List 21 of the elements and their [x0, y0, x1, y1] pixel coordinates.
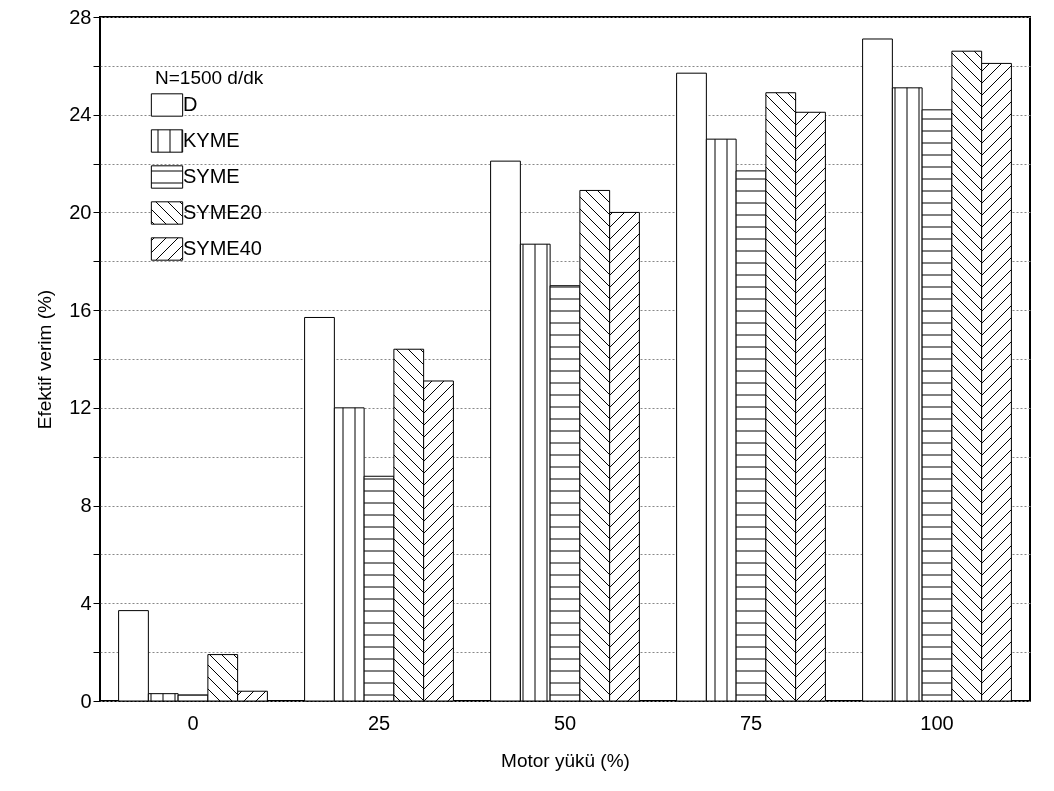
- x-tick-label: 0: [187, 711, 199, 734]
- x-tick-label: 75: [739, 711, 763, 734]
- y-tick-label: 12: [69, 396, 92, 419]
- y-tick-label: 20: [69, 200, 92, 223]
- y-tick-label: 4: [80, 591, 92, 614]
- x-tick-label: 100: [920, 711, 954, 734]
- y-tick-label: 0: [80, 689, 92, 712]
- legend-label: SYME20: [183, 201, 262, 223]
- y-tick-label: 24: [69, 103, 92, 126]
- legend-label: SYME: [183, 165, 240, 187]
- y-tick-label: 16: [69, 298, 92, 321]
- y-tick-label: 28: [69, 5, 92, 28]
- x-tick-label: 25: [367, 711, 391, 734]
- y-tick-label: 8: [80, 494, 92, 517]
- x-tick-label: 50: [553, 711, 577, 734]
- y-axis-title: Efektif verim (%): [34, 289, 56, 430]
- x-axis-title: Motor yükü (%): [501, 749, 630, 771]
- legend-label: SYME40: [183, 237, 262, 259]
- legend-label: KYME: [183, 129, 240, 151]
- legend-title: N=1500 d/dk: [155, 67, 264, 88]
- legend-label: D: [183, 93, 198, 115]
